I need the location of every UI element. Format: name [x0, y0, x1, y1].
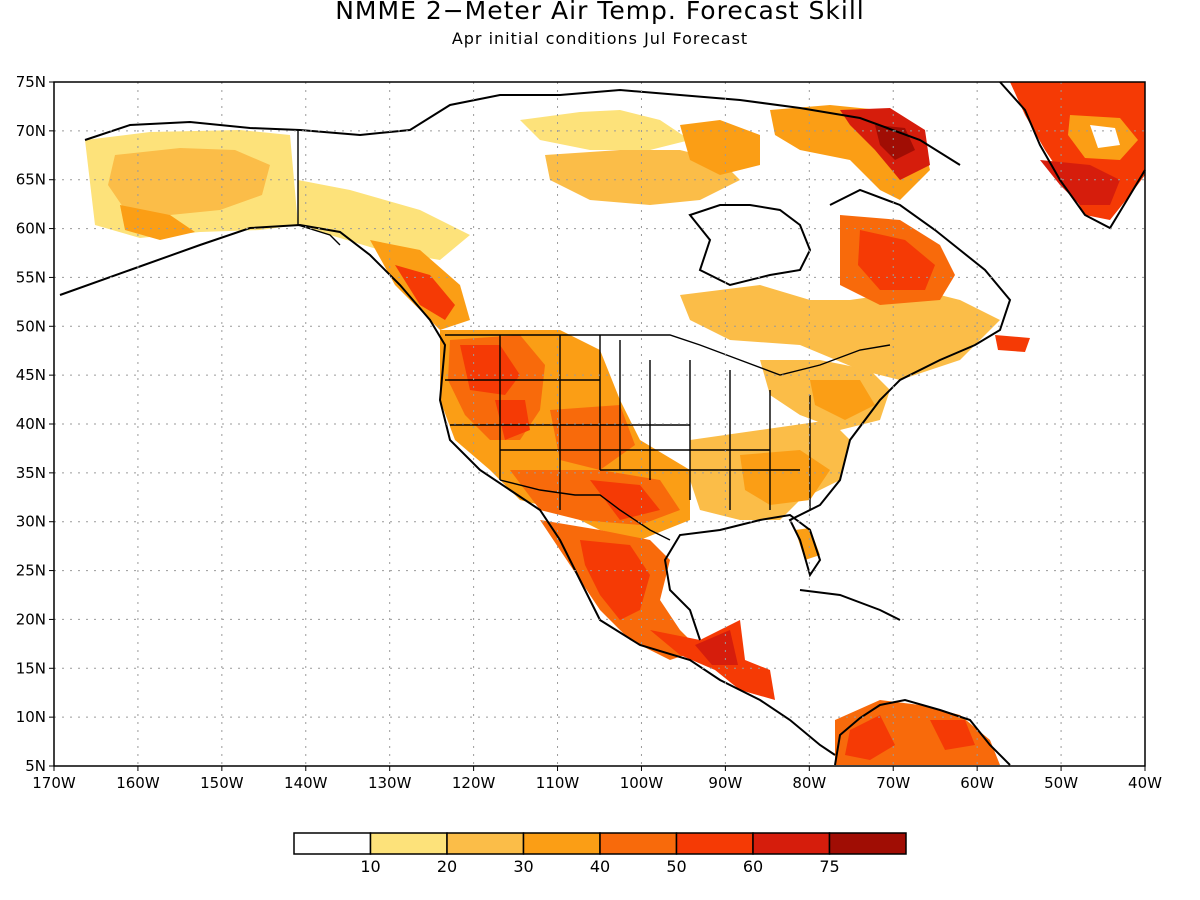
region-alaska-core — [108, 148, 270, 215]
colorbar-swatch — [369, 832, 448, 855]
region-south-america-core — [845, 715, 895, 760]
coastline-south-america — [834, 698, 1011, 766]
region-eastern-canada — [680, 285, 1000, 380]
region-yukon — [298, 180, 470, 260]
region-nova-scotia — [995, 335, 1030, 352]
colorbar-label: 60 — [743, 857, 763, 876]
region-greenland-center — [1090, 125, 1120, 148]
region-mexico-core — [580, 540, 650, 620]
skill-shading — [85, 82, 1145, 765]
region-florida — [795, 528, 820, 560]
colorbar-swatch — [752, 832, 831, 855]
region-southeast-core — [740, 450, 830, 505]
region-colorado — [550, 405, 635, 470]
colorbar-swatch — [522, 832, 601, 855]
lat-tick-label: 15N — [16, 659, 46, 677]
lat-tick-label: 55N — [16, 268, 46, 286]
lon-tick-label: 60W — [960, 774, 994, 792]
lat-tick-label: 60N — [16, 220, 46, 238]
lon-tick-label: 80W — [792, 774, 826, 792]
lon-tick-label: 150W — [200, 774, 244, 792]
lon-tick-label: 170W — [32, 774, 76, 792]
lon-tick-label: 130W — [368, 774, 412, 792]
lat-tick-label: 45N — [16, 366, 46, 384]
political-boundaries — [297, 130, 891, 541]
region-great-lakes-south — [810, 380, 875, 420]
coastline-gulf — [663, 188, 1012, 641]
region-pnw — [395, 265, 455, 320]
colorbar: 10 20 30 40 50 60 75 — [293, 832, 907, 876]
lon-tick-label: 160W — [116, 774, 160, 792]
coastline-cuba — [799, 589, 901, 621]
lat-tick-label: 35N — [16, 464, 46, 482]
lon-tick-label: 90W — [708, 774, 742, 792]
colorbar-label: 30 — [513, 857, 533, 876]
colorbar-label: 75 — [819, 857, 839, 876]
region-quebec-core — [858, 230, 935, 290]
lon-tick-label: 40W — [1128, 774, 1162, 792]
chart-subtitle: Apr initial conditions Jul Forecast — [451, 29, 749, 48]
colorbar-swatch — [293, 832, 372, 855]
region-alaska-south — [120, 205, 195, 240]
lat-tick-label: 10N — [16, 708, 46, 726]
colorbar-swatch — [446, 832, 525, 855]
lon-tick-label: 100W — [620, 774, 664, 792]
region-utah — [495, 400, 530, 440]
region-venezuela — [930, 720, 975, 750]
region-arctic-south — [545, 150, 740, 205]
region-guatemala — [695, 630, 738, 665]
colorbar-label: 40 — [590, 857, 610, 876]
colorbar-label: 20 — [437, 857, 457, 876]
lat-tick-label: 30N — [16, 513, 46, 531]
lat-tick-label: 25N — [16, 562, 46, 580]
region-oregon — [460, 345, 520, 395]
lat-tick-label: 5N — [25, 757, 46, 775]
grid-lines — [54, 82, 1145, 766]
lat-tick-label: 65N — [16, 171, 46, 189]
border-us-mexico — [499, 479, 671, 541]
chart-title: NMME 2−Meter Air Temp. Forecast Skill — [335, 0, 865, 25]
state-lines — [445, 335, 811, 510]
region-arctic-west — [520, 110, 690, 150]
colorbar-label: 50 — [666, 857, 686, 876]
lon-tick-label: 120W — [452, 774, 496, 792]
coastline-hudson-bay — [688, 204, 812, 287]
lon-tick-label: 110W — [536, 774, 580, 792]
colorbar-label: 10 — [360, 857, 380, 876]
coastline-greenland — [999, 81, 1146, 230]
border-us-canada — [445, 334, 891, 376]
region-greenland-core — [1040, 160, 1120, 205]
region-nm — [590, 480, 660, 520]
coastline-alaska-north — [84, 88, 961, 166]
lat-tick-label: 70N — [16, 122, 46, 140]
colorbar-swatch — [599, 832, 678, 855]
axis-ticks: 75N 70N 65N 60N 55N 50N 45N 40N 35N 30N 25N 20N 15N 1… — [16, 73, 1162, 792]
colorbar-swatch — [828, 832, 907, 855]
colorbar-swatch — [675, 832, 754, 855]
lat-tick-label: 40N — [16, 415, 46, 433]
border-alaska-canada — [297, 130, 341, 246]
region-baffin — [680, 120, 760, 175]
lat-tick-label: 50N — [16, 317, 46, 335]
lat-tick-label: 75N — [16, 73, 46, 91]
lon-tick-label: 70W — [876, 774, 910, 792]
lon-tick-label: 140W — [284, 774, 328, 792]
lon-tick-label: 50W — [1044, 774, 1078, 792]
lat-tick-label: 20N — [16, 610, 46, 628]
